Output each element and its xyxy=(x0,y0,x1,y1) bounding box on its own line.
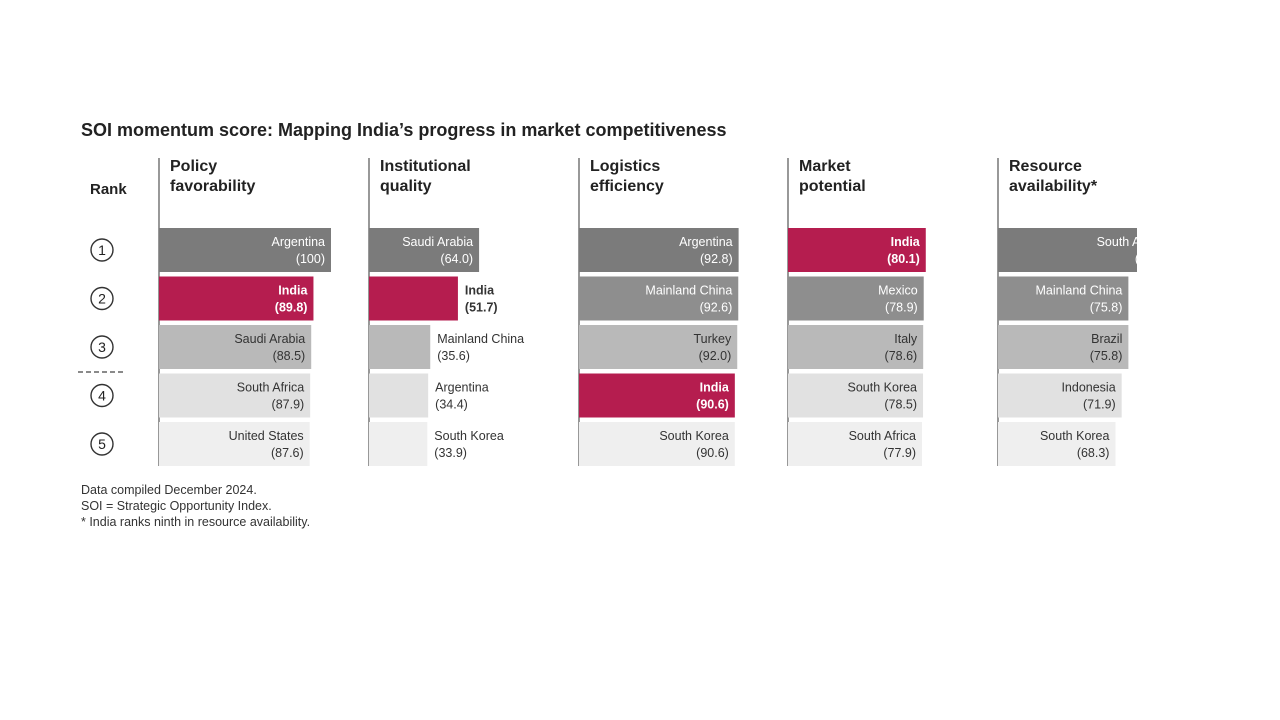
bar xyxy=(369,228,480,272)
bar-category: Argentina xyxy=(679,235,733,249)
notes: Data compiled December 2024. SOI = Strate… xyxy=(81,482,310,530)
bar-category: South Korea xyxy=(434,429,504,443)
bar-value-label: (89.8) xyxy=(275,301,308,315)
bar xyxy=(788,228,926,272)
rank-circle xyxy=(90,432,114,456)
bar-value-label: (51.7) xyxy=(465,301,498,315)
bar-category: South Africa xyxy=(237,381,304,395)
bar xyxy=(998,422,1116,466)
bar-value-label: (92.8) xyxy=(700,252,733,266)
bar xyxy=(579,325,738,369)
bar xyxy=(159,276,314,321)
bar-category: Mainland China xyxy=(645,284,732,298)
bar-value-label: (87.9) xyxy=(272,398,305,412)
bar-category: South Korea xyxy=(1040,429,1110,443)
bar-category: Saudi Arabia xyxy=(402,235,473,249)
bar-value-label: (78.9) xyxy=(885,301,918,315)
bar-value-label: (75.8) xyxy=(1090,349,1123,363)
bar-value-label: (77.9) xyxy=(883,446,916,460)
bar xyxy=(788,276,924,321)
panel-title: Market potential xyxy=(799,158,866,195)
rank-label: 5 xyxy=(98,436,106,452)
rank-label: 1 xyxy=(98,242,106,258)
bar xyxy=(159,422,310,466)
note: Data compiled December 2024. xyxy=(81,483,257,497)
bar-category: Brazil xyxy=(1091,332,1122,346)
rank-label: 3 xyxy=(98,339,106,355)
bar-value-label: (64.0) xyxy=(440,252,473,266)
bar-value-label: (35.6) xyxy=(437,349,470,363)
rank-label: 2 xyxy=(98,291,106,307)
bar xyxy=(998,276,1129,321)
bar-category: South Africa xyxy=(1097,235,1164,249)
bar-value-label: (78.6) xyxy=(885,349,918,363)
bar-category: United States xyxy=(229,429,304,443)
chart-title: SOI momentum score: Mapping India’s prog… xyxy=(81,120,727,140)
bar-category: Italy xyxy=(894,332,918,346)
bar xyxy=(579,228,739,272)
bar xyxy=(369,325,431,369)
bar-value-label: (88.5) xyxy=(273,349,306,363)
panel-title: Policy favorability xyxy=(170,158,256,195)
bar-category: South Africa xyxy=(849,429,916,443)
panel-title: Resource availability* xyxy=(1009,158,1098,195)
rank-circle xyxy=(90,335,114,359)
bar-category: Indonesia xyxy=(1061,381,1115,395)
bar-value-label: (92.6) xyxy=(700,301,733,315)
bar xyxy=(998,325,1129,369)
bar xyxy=(369,422,428,466)
bar xyxy=(788,373,924,418)
bar-category: India xyxy=(700,381,730,395)
plot: Argentina (100) India (89.8) Saudi Arabia (88… xyxy=(158,158,1164,466)
bar-category: Mainland China xyxy=(1036,284,1123,298)
bar-category: India xyxy=(278,284,308,298)
bar-value-label: (78.5) xyxy=(884,398,917,412)
bar xyxy=(998,373,1122,418)
bar-category: South Korea xyxy=(848,381,918,395)
bar-value-label: (100) xyxy=(296,252,325,266)
bar xyxy=(159,325,312,369)
bar xyxy=(159,228,331,272)
bar-value-label: (68.3) xyxy=(1077,446,1110,460)
bar xyxy=(788,422,922,466)
bar xyxy=(788,325,924,369)
bar-value-label: (100) xyxy=(1135,252,1164,266)
bar-value-label: (87.6) xyxy=(271,446,304,460)
rank-header: Rank xyxy=(90,181,127,198)
rank-circle xyxy=(90,238,114,262)
bar-category: Argentina xyxy=(271,235,325,249)
bar xyxy=(579,422,735,466)
bar-value-label: (71.9) xyxy=(1083,398,1116,412)
bar-value-label: (75.8) xyxy=(1090,301,1123,315)
bar-category: Turkey xyxy=(693,332,731,346)
bar-value-label: (90.6) xyxy=(696,446,729,460)
bar xyxy=(998,228,1137,272)
bar-value-label: (80.1) xyxy=(887,252,920,266)
bar-value-label: (34.4) xyxy=(435,398,468,412)
bar xyxy=(579,373,735,418)
bar-category: Mexico xyxy=(878,284,918,298)
note: SOI = Strategic Opportunity Index. xyxy=(81,499,272,513)
bar-value-label: (92.0) xyxy=(699,349,732,363)
bar-category: India xyxy=(465,284,495,298)
rank-circle xyxy=(90,383,114,408)
bar xyxy=(369,276,458,321)
bar-category: Mainland China xyxy=(437,332,524,346)
panel-title: Logistics efficiency xyxy=(590,158,664,195)
panel-title: Institutional quality xyxy=(380,158,471,195)
bar-category: Argentina xyxy=(435,381,489,395)
bar-category: South Korea xyxy=(659,429,729,443)
bar xyxy=(579,276,739,321)
bar-category: India xyxy=(891,235,921,249)
bar xyxy=(159,373,311,418)
bar-value-label: (90.6) xyxy=(696,398,729,412)
note: * India ranks ninth in resource availabi… xyxy=(81,515,311,529)
bar xyxy=(369,373,429,418)
bar-category: Saudi Arabia xyxy=(234,332,305,346)
bar-value-label: (33.9) xyxy=(434,446,467,460)
rank-label: 4 xyxy=(98,388,106,404)
rank-circle xyxy=(90,286,114,311)
